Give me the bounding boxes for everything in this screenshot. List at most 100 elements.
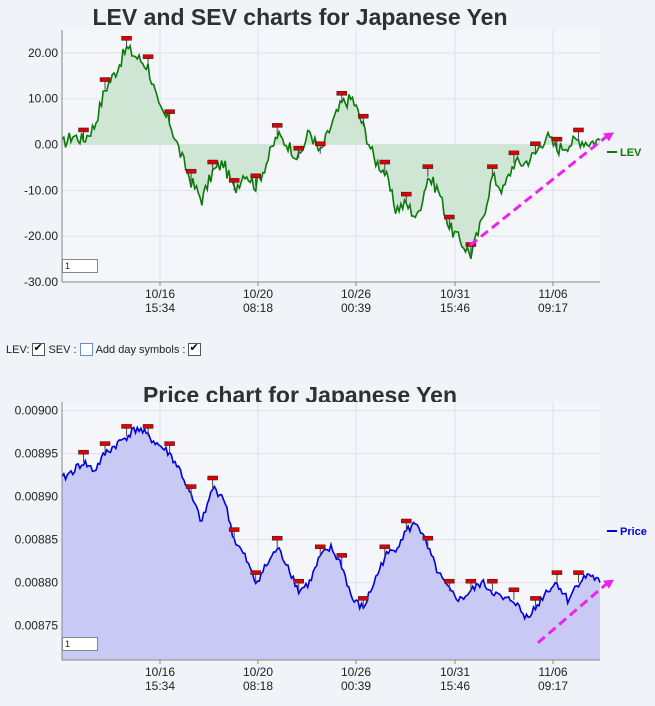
day-marker [551, 136, 563, 142]
day-marker [250, 570, 261, 575]
day-marker [336, 553, 348, 558]
x-tick-date: 10/31 [440, 287, 470, 301]
day-marker [121, 36, 132, 41]
day-marker [487, 164, 498, 169]
lev-label: LEV: [6, 343, 30, 356]
x-tick-time: 15:46 [440, 679, 470, 693]
y-tick-label: -30.00 [24, 275, 58, 289]
day-marker [250, 173, 261, 179]
day-marker [444, 214, 455, 220]
y-tick-label: -20.00 [24, 229, 58, 243]
trend-arrowhead [603, 579, 614, 589]
day-marker [142, 54, 154, 59]
x-tick-time: 08:18 [243, 679, 273, 693]
price-chart: 0.00900 0.00895 0.00890 0.00885 0.00880 0.008… [15, 402, 647, 693]
day-marker [401, 518, 412, 524]
x-tick-date: 11/06 [538, 287, 567, 301]
day-symbols-checkbox[interactable] [188, 341, 202, 356]
y-tick-label: -10.00 [24, 183, 58, 197]
day-marker [358, 596, 369, 601]
day-marker [271, 123, 283, 128]
day-marker [573, 570, 584, 575]
day-marker [99, 441, 111, 446]
day-marker [164, 109, 175, 114]
trend-arrowhead [603, 132, 614, 142]
day-marker [185, 168, 197, 174]
day-symbols-label: Add day symbols : [95, 343, 186, 356]
price-zoom-input[interactable]: 1 [62, 637, 98, 651]
legend-label: LEV [620, 147, 642, 159]
day-marker [228, 527, 240, 532]
day-marker [293, 578, 304, 584]
day-marker [78, 127, 89, 133]
x-tick-date: 10/16 [145, 287, 175, 301]
x-tick-time: 15:34 [145, 679, 175, 693]
x-tick-time: 15:46 [440, 301, 470, 315]
x-tick-date: 10/16 [145, 665, 175, 679]
day-marker [271, 535, 283, 541]
day-marker [573, 127, 584, 133]
day-marker [401, 191, 412, 197]
x-tick-time: 09:17 [538, 679, 568, 693]
x-tick-date: 10/26 [341, 287, 371, 301]
day-marker [508, 150, 520, 156]
lev-zoom-input[interactable]: 1 [62, 259, 98, 273]
x-tick-time: 08:18 [243, 301, 273, 315]
series-area [62, 427, 600, 660]
y-tick-label: 0.00890 [15, 490, 59, 504]
lev-chart: 20.0010.000.00-10.00-20.00-30.0010/1615:… [24, 30, 642, 315]
x-tick-date: 11/06 [538, 665, 567, 679]
day-marker [530, 596, 541, 601]
day-marker [142, 424, 154, 429]
sev-label: SEV : [48, 343, 77, 356]
day-marker [228, 178, 240, 183]
x-tick-date: 10/20 [243, 287, 273, 301]
day-marker [314, 141, 326, 146]
x-tick-date: 10/26 [341, 665, 371, 679]
day-marker [207, 475, 218, 481]
x-tick-time: 09:17 [538, 301, 568, 315]
y-tick-label: 0.00880 [15, 576, 59, 590]
day-marker [379, 159, 391, 165]
day-marker [379, 544, 391, 550]
y-tick-label: 0.00875 [15, 619, 59, 633]
trend-line [537, 581, 609, 644]
lev-checkbox[interactable] [32, 341, 46, 356]
day-marker [465, 578, 477, 584]
day-marker [358, 113, 369, 119]
day-marker [422, 164, 434, 169]
day-marker [293, 146, 304, 151]
x-tick-date: 10/20 [243, 665, 273, 679]
x-tick-time: 15:34 [145, 301, 175, 315]
legend-label: Price [620, 526, 647, 538]
sev-checkbox[interactable] [79, 343, 93, 356]
x-tick-date: 10/31 [440, 665, 470, 679]
day-marker [207, 159, 218, 165]
day-marker [551, 570, 563, 575]
day-marker [99, 77, 111, 82]
series-line [61, 425, 601, 621]
day-marker [422, 535, 434, 541]
day-marker [185, 484, 197, 489]
y-tick-label: 20.00 [28, 46, 58, 60]
chart-controls: LEV: SEV : Add day symbols : [6, 341, 202, 356]
day-marker [78, 449, 89, 455]
day-marker [508, 587, 520, 593]
x-tick-time: 00:39 [341, 301, 371, 315]
day-marker [164, 441, 175, 446]
day-marker [336, 91, 348, 96]
y-tick-label: 0.00900 [15, 404, 59, 418]
series-line [61, 43, 601, 260]
x-tick-time: 00:39 [341, 679, 371, 693]
lev-chart-title: LEV and SEV charts for Japanese Yen [92, 4, 508, 30]
day-marker [314, 544, 326, 550]
y-tick-label: 0.00 [35, 138, 59, 152]
day-marker [444, 578, 455, 584]
series-area [62, 45, 600, 259]
day-marker [487, 578, 498, 584]
day-marker [121, 424, 132, 429]
y-tick-label: 0.00895 [15, 447, 59, 461]
y-tick-label: 0.00885 [15, 533, 59, 547]
trend-line [469, 134, 609, 247]
day-marker [530, 141, 541, 146]
